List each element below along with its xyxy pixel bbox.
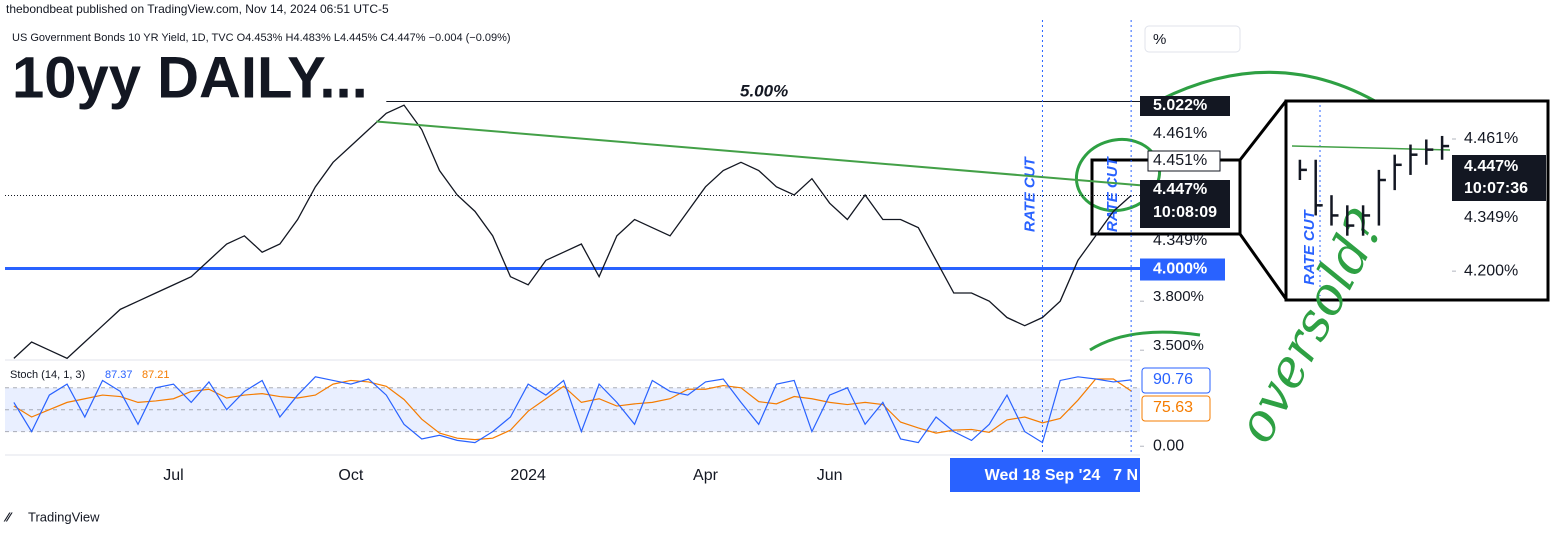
hand-stroke <box>1089 330 1201 352</box>
x-tick-label: Jul <box>163 467 183 484</box>
inset-trendline <box>1291 145 1451 151</box>
inset-y-tick-label: 4.200% <box>1464 262 1518 279</box>
price-label: 4.461% <box>1153 125 1207 142</box>
stoch-k-cursor: 87.37 <box>105 369 133 381</box>
inset-last-label: 4.447% <box>1464 158 1518 175</box>
zoom-connector <box>1238 100 1288 161</box>
level-label: 4.000% <box>1153 261 1207 278</box>
countdown: 10:08:09 <box>1153 204 1217 221</box>
level-box <box>1140 258 1225 281</box>
scale-button[interactable] <box>1144 25 1241 53</box>
y-tick-label: 0.00 <box>1153 437 1184 454</box>
level-note: 5.00% <box>740 81 788 100</box>
price-box <box>1147 150 1221 172</box>
price-label: 4.451% <box>1153 152 1207 169</box>
x-tick-label: 7 N <box>1113 467 1138 484</box>
y-tick-label: 3.800% <box>1153 288 1204 305</box>
stoch-value-box <box>1141 367 1211 394</box>
x-tick-label: Oct <box>338 467 363 484</box>
stoch-value: 90.76 <box>1153 371 1193 388</box>
inset-event-label: RATE CUT <box>1301 208 1318 285</box>
logo-mark: ⁄⁄ <box>3 509 13 524</box>
stoch-d-cursor: 87.21 <box>142 369 170 381</box>
stoch-value: 75.63 <box>1153 399 1193 416</box>
event-label: RATE CUT <box>1021 155 1038 232</box>
stoch-line <box>13 378 1132 441</box>
hand-arc <box>1159 70 1391 112</box>
scale-button-label: % <box>1153 31 1166 48</box>
price-label: 4.349% <box>1153 232 1207 249</box>
inset-y-tick-label: 4.349% <box>1464 209 1518 226</box>
publisher: thebondbeat published on TradingView.com… <box>6 2 389 16</box>
trendline <box>376 120 1141 187</box>
zoom-connector <box>1238 233 1288 300</box>
x-tick-label: 2024 <box>510 467 546 484</box>
x-tick-label: Wed 18 Sep '24 <box>985 467 1101 484</box>
y-tick-label: 3.500% <box>1153 337 1204 354</box>
price-label: 4.447% <box>1153 181 1207 198</box>
crosshair-date-bg <box>950 458 1140 492</box>
symbol-info: US Government Bonds 10 YR Yield, 1D, TVC… <box>12 32 511 44</box>
event-label: RATE CUT <box>1104 155 1121 232</box>
chart-title: 10yy DAILY... <box>12 45 368 110</box>
logo: TradingView <box>28 509 100 524</box>
inset-y-tick-label: 4.461% <box>1464 130 1518 147</box>
stoch-line <box>13 376 1132 444</box>
price-box <box>1140 180 1230 228</box>
x-tick-label: Jun <box>817 467 843 484</box>
inset-last-box <box>1452 155 1546 201</box>
x-tick-label: Apr <box>693 467 719 484</box>
price-box <box>1140 96 1230 116</box>
inset-countdown: 10:07:36 <box>1464 180 1528 197</box>
stoch-value-box <box>1141 395 1211 422</box>
price-label: 5.022% <box>1153 97 1207 114</box>
price-line <box>13 104 1132 360</box>
stoch-title: Stoch (14, 1, 3) <box>10 369 85 381</box>
